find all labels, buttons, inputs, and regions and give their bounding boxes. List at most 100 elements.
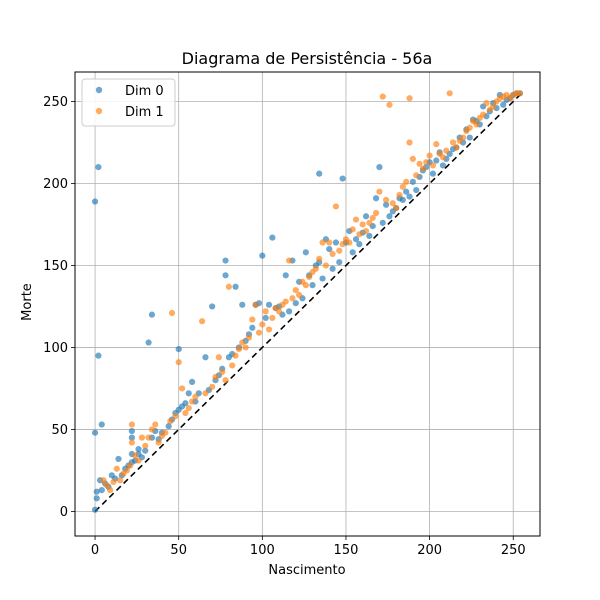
- data-point-dim0: [399, 196, 406, 203]
- data-point-dim1: [232, 352, 239, 359]
- data-point-dim1: [459, 134, 467, 141]
- data-point-dim0: [356, 241, 363, 248]
- data-point-dim0: [376, 163, 383, 171]
- data-point-dim1: [107, 486, 114, 494]
- data-point-dim1: [215, 354, 222, 361]
- data-point-dim1: [249, 316, 256, 323]
- data-point-dim0: [413, 186, 420, 194]
- data-point-dim1: [209, 383, 216, 390]
- data-point-dim1: [292, 286, 299, 294]
- data-point-dim1: [152, 421, 159, 428]
- data-point-dim1: [212, 373, 219, 381]
- data-point-dim1: [406, 139, 413, 146]
- data-point-dim1: [222, 377, 229, 384]
- data-point-dim1: [178, 385, 186, 392]
- data-point-dim1: [110, 478, 117, 485]
- data-point-dim0: [379, 219, 386, 226]
- data-point-dim0: [383, 201, 390, 208]
- data-point-dim1: [103, 482, 110, 489]
- data-point-dim1: [127, 462, 134, 469]
- data-point-dim1: [132, 452, 139, 459]
- data-point-dim1: [296, 291, 303, 299]
- data-point-dim1: [269, 314, 276, 322]
- data-point-dim0: [286, 308, 293, 315]
- data-point-dim0: [302, 249, 309, 256]
- legend-marker-dim0: [95, 86, 103, 94]
- data-point-dim1: [419, 165, 427, 172]
- data-point-dim1: [356, 231, 363, 238]
- data-point-dim0: [386, 213, 393, 220]
- data-point-dim0: [128, 434, 135, 441]
- data-point-dim0: [222, 257, 229, 264]
- data-point-dim1: [128, 421, 135, 428]
- data-point-dim1: [113, 465, 120, 472]
- data-point-dim1: [396, 191, 403, 199]
- data-point-dim0: [91, 506, 99, 513]
- points-layer: [91, 90, 524, 513]
- data-point-dim1: [312, 265, 319, 272]
- data-point-dim0: [98, 421, 105, 428]
- data-point-dim1: [167, 418, 174, 425]
- data-point-dim1: [389, 200, 396, 207]
- data-point-dim0: [429, 170, 437, 177]
- data-point-dim1: [199, 318, 206, 325]
- data-point-dim0: [91, 429, 99, 436]
- data-point-dim0: [409, 178, 416, 185]
- legend-label-dim1: Dim 1: [125, 105, 164, 120]
- data-point-dim0: [115, 455, 122, 463]
- data-point-dim1: [466, 124, 473, 131]
- data-point-dim1: [128, 439, 135, 446]
- data-point-dim1: [386, 101, 393, 108]
- data-point-dim1: [446, 90, 453, 97]
- data-point-dim1: [155, 439, 162, 446]
- data-point-dim1: [439, 154, 447, 161]
- legend-label-dim0: Dim 0: [125, 84, 164, 99]
- data-point-dim0: [148, 311, 156, 318]
- data-point-dim1: [372, 209, 380, 217]
- data-point-dim1: [117, 477, 124, 484]
- data-point-dim0: [93, 488, 100, 495]
- data-point-dim1: [352, 216, 360, 223]
- data-point-dim0: [145, 339, 152, 346]
- data-point-dim0: [95, 163, 102, 171]
- y-tick-label: 200: [43, 177, 68, 192]
- data-point-dim0: [142, 447, 149, 454]
- data-point-dim0: [292, 300, 299, 307]
- data-point-dim1: [265, 326, 273, 333]
- data-point-dim1: [282, 298, 289, 305]
- data-point-dim0: [188, 378, 196, 385]
- data-point-dim1: [406, 95, 413, 102]
- data-point-dim1: [219, 368, 226, 376]
- data-point-dim0: [95, 352, 102, 359]
- data-point-dim1: [172, 413, 179, 420]
- data-point-dim0: [165, 423, 172, 430]
- data-point-dim0: [128, 427, 135, 435]
- diagonal-layer: [94, 92, 523, 512]
- data-point-dim0: [326, 245, 333, 253]
- data-point-dim0: [316, 170, 323, 177]
- data-point-dim0: [232, 283, 239, 290]
- data-point-dim0: [265, 301, 273, 308]
- data-point-dim0: [433, 157, 440, 164]
- data-point-dim1: [259, 321, 266, 328]
- data-point-dim1: [433, 141, 440, 148]
- y-tick-label: 100: [43, 341, 68, 356]
- data-point-dim0: [185, 390, 192, 397]
- diagonal-line: [94, 92, 523, 512]
- data-point-dim0: [403, 188, 410, 195]
- data-point-dim0: [349, 249, 356, 256]
- data-point-dim0: [439, 162, 447, 169]
- data-point-dim0: [336, 259, 343, 266]
- data-point-dim1: [362, 227, 370, 235]
- data-point-dim1: [255, 329, 263, 336]
- x-axis-label: Nascimento: [268, 563, 345, 578]
- y-tick-label: 50: [51, 423, 68, 438]
- data-point-dim1: [480, 111, 487, 118]
- data-point-dim1: [326, 239, 333, 246]
- data-point-dim0: [91, 198, 99, 205]
- data-point-dim1: [242, 344, 249, 351]
- data-point-dim1: [490, 103, 497, 110]
- data-point-dim0: [209, 303, 216, 310]
